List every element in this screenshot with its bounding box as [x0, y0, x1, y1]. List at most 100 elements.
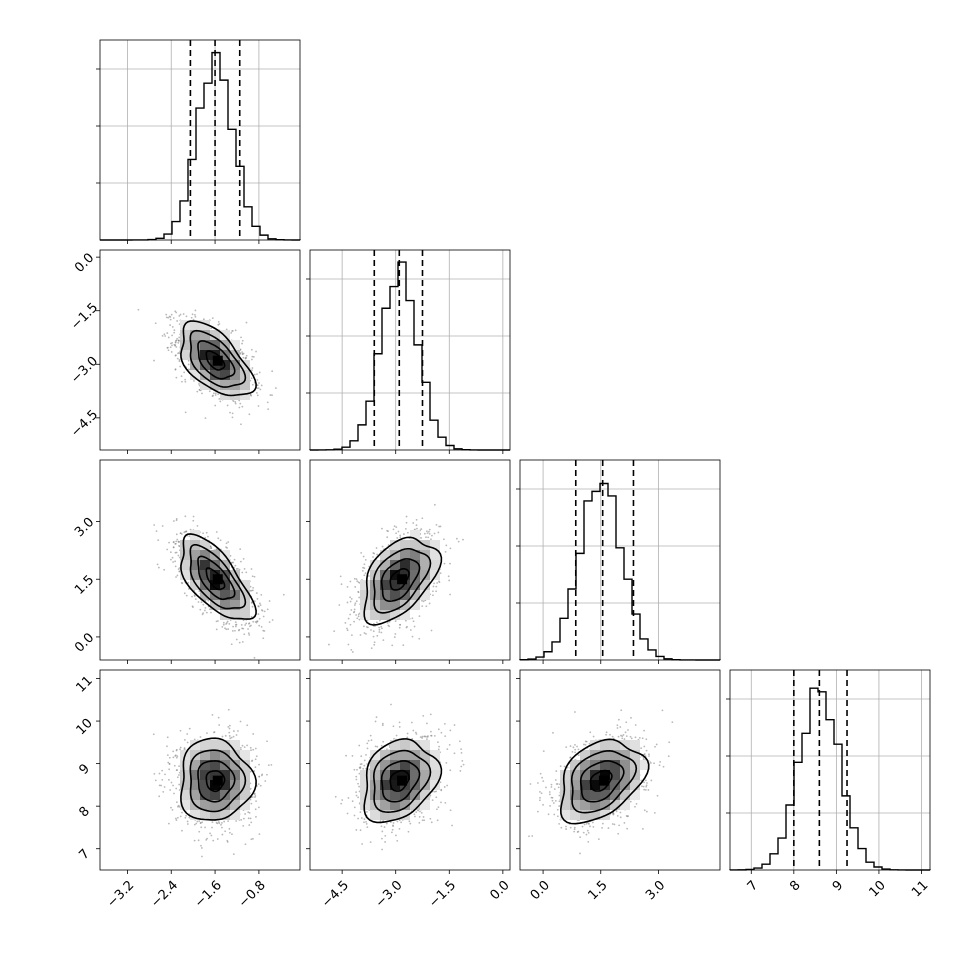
scatter-point: [227, 708, 230, 711]
density-cell: [230, 790, 240, 800]
density-cell: [230, 370, 240, 380]
hist-panel-0: [96, 39, 301, 244]
scatter-point: [375, 621, 378, 624]
scatter-point: [376, 634, 379, 637]
scatter-point: [616, 727, 619, 729]
scatter-point: [234, 402, 237, 405]
scatter-point: [171, 344, 173, 347]
scatter-point: [426, 738, 428, 741]
scatter-point: [179, 729, 182, 732]
density-cell: [560, 780, 570, 790]
hist-panel-frame: [309, 249, 511, 451]
density-cell: [430, 770, 440, 780]
scatter-point: [256, 387, 259, 390]
density-cell: [180, 770, 190, 780]
density-cell: [200, 540, 210, 550]
scatter-point: [357, 615, 360, 618]
scatter-point: [254, 796, 256, 798]
scatter-point: [183, 739, 186, 741]
scatter-point: [381, 830, 384, 833]
scatter-point: [174, 551, 177, 554]
scatter-point: [565, 828, 568, 830]
scatter-panel-frame: [99, 459, 301, 661]
scatter-point: [228, 827, 231, 830]
scatter-point: [175, 540, 178, 543]
scatter-point: [194, 314, 196, 316]
density-cell: [190, 560, 200, 570]
density-cell: [220, 770, 230, 780]
scatter-point: [358, 790, 361, 793]
density-cell: [380, 560, 390, 570]
density-cell: [220, 740, 230, 750]
density-cell: [220, 810, 230, 820]
scatter-point: [161, 334, 164, 337]
density-cell: [380, 550, 390, 560]
density-cell: [610, 770, 620, 780]
scatter-point: [384, 841, 387, 843]
scatter-point: [224, 734, 227, 737]
density-cell: [430, 560, 440, 570]
scatter-point: [258, 833, 261, 836]
scatter-point: [250, 749, 252, 752]
scatter-point: [643, 788, 646, 791]
density-cell: [400, 550, 410, 560]
scatter-point: [412, 522, 415, 524]
scatter-point: [542, 803, 544, 806]
density-cell: [400, 610, 410, 620]
density-cell: [390, 590, 400, 600]
scatter-point: [625, 721, 628, 724]
density-cell: [230, 760, 240, 770]
scatter-point: [251, 796, 254, 798]
scatter-point: [176, 357, 179, 360]
scatter-point: [635, 802, 638, 805]
scatter-point: [381, 545, 384, 548]
scatter-point: [169, 558, 172, 561]
scatter-point: [579, 852, 581, 855]
scatter-point: [245, 321, 248, 324]
scatter-point: [605, 731, 608, 734]
scatter-point: [250, 568, 253, 570]
scatter-point: [246, 744, 248, 747]
scatter-point: [203, 318, 205, 321]
density-cell: [430, 550, 440, 560]
scatter-point: [550, 796, 553, 799]
scatter-point: [658, 764, 661, 767]
y-tick-label-p1-0: −4.5: [68, 407, 101, 440]
hist-panel-frame: [729, 669, 931, 871]
density-cell: [190, 740, 200, 750]
scatter-point: [245, 571, 248, 574]
scatter-point: [196, 390, 199, 393]
scatter-point: [382, 740, 385, 743]
scatter-point: [619, 811, 622, 814]
scatter-point: [228, 735, 231, 737]
density-cell: [560, 770, 570, 780]
density-cell: [400, 760, 410, 770]
x-tick-label-p1-3: 0.0: [488, 878, 513, 903]
scatter-point: [176, 538, 179, 541]
scatter-point: [217, 537, 220, 540]
x-tick-label-p1-1: −3.0: [373, 878, 406, 911]
scatter-point: [589, 731, 592, 734]
scatter-point: [393, 525, 396, 528]
scatter-point: [353, 620, 355, 623]
scatter-point: [193, 594, 196, 596]
scatter-point: [647, 789, 650, 791]
scatter-point: [405, 515, 408, 518]
scatter-point: [381, 724, 384, 727]
scatter-point: [646, 782, 648, 784]
scatter-point: [404, 619, 407, 622]
scatter-point: [266, 608, 269, 611]
scatter-point: [569, 756, 572, 759]
scatter-point: [375, 547, 378, 549]
scatter-point: [437, 806, 440, 809]
density-cell: [190, 350, 200, 360]
scatter-point: [430, 734, 433, 737]
scatter-point: [248, 634, 251, 636]
density-cell: [390, 550, 400, 560]
scatter-point: [645, 738, 648, 741]
scatter-point: [353, 806, 356, 809]
scatter-point: [184, 411, 187, 414]
scatter-point: [574, 743, 576, 746]
scatter-point: [553, 813, 556, 816]
